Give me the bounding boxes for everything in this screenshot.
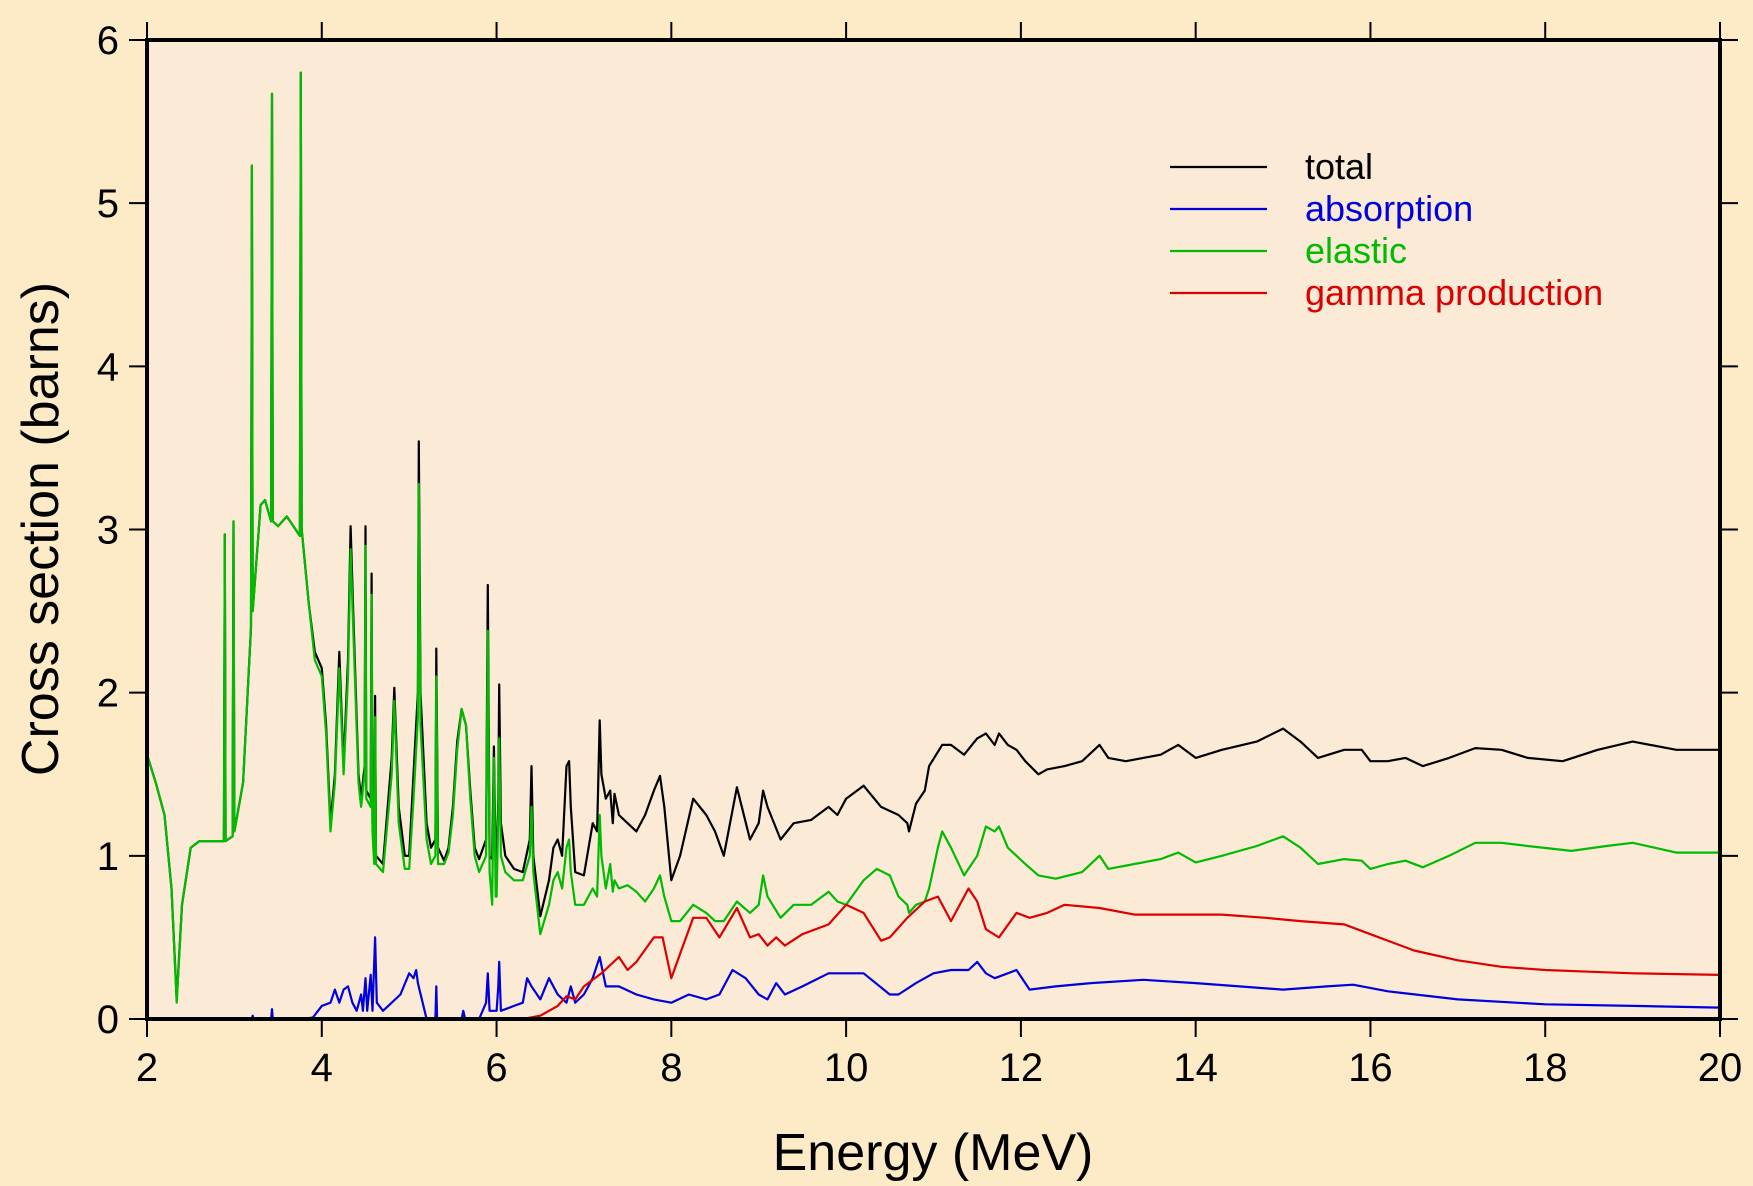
legend-label-elastic: elastic	[1305, 230, 1407, 271]
y-tick-label: 0	[97, 998, 119, 1042]
y-axis-title: Cross section (barns)	[12, 282, 70, 776]
legend-label-total: total	[1305, 146, 1373, 187]
y-tick-label: 1	[97, 835, 119, 879]
legend-label-gamma-production: gamma production	[1305, 272, 1603, 313]
series-layer	[147, 71, 1720, 1019]
x-tick-label: 12	[999, 1046, 1044, 1090]
y-tick-label: 2	[97, 672, 119, 716]
x-tick-label: 20	[1698, 1046, 1743, 1090]
y-tick-label: 3	[97, 509, 119, 553]
series-line-absorption	[147, 936, 1720, 1019]
x-tick-label: 6	[485, 1046, 507, 1090]
x-tick-label: 18	[1523, 1046, 1568, 1090]
y-tick-label: 6	[97, 19, 119, 63]
x-tick-label: 16	[1348, 1046, 1393, 1090]
x-tick-label: 2	[136, 1046, 158, 1090]
x-tick-label: 4	[311, 1046, 333, 1090]
x-tick-label: 14	[1173, 1046, 1218, 1090]
series-line-gamma-production	[147, 887, 1720, 1019]
y-tick-label: 5	[97, 182, 119, 226]
x-axis-title: Energy (MeV)	[773, 1124, 1094, 1182]
y-tick-label: 4	[97, 345, 119, 389]
legend-label-absorption: absorption	[1305, 188, 1473, 229]
x-tick-label: 10	[824, 1046, 869, 1090]
series-line-elastic	[147, 71, 1720, 1004]
x-tick-label: 8	[660, 1046, 682, 1090]
